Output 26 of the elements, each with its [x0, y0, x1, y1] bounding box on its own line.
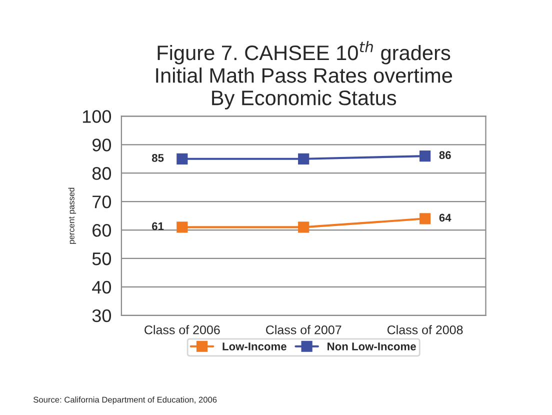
data-label: 64: [439, 214, 452, 222]
point: [176, 222, 188, 233]
point: [176, 153, 188, 164]
x-tick-label: Class of 2006: [144, 325, 220, 334]
x-tick-label: Class of 2007: [266, 325, 342, 334]
point: [298, 222, 310, 233]
y-tick-label: 70: [92, 196, 112, 208]
data-label: 61: [152, 222, 164, 230]
point: [298, 153, 310, 164]
y-tick-label: 90: [92, 138, 112, 152]
legend-label: Low-Income: [222, 342, 286, 350]
legend-label: Non Low-Income: [328, 342, 416, 350]
x-tick-label: Class of 2008: [387, 325, 463, 334]
y-tick-label: 30: [92, 309, 112, 322]
point: [419, 213, 431, 224]
data-label: 85: [152, 154, 164, 162]
point: [419, 150, 431, 162]
y-tick-label: 50: [92, 252, 112, 266]
y-axis-title: percent passed: [68, 188, 76, 244]
data-label: 86: [439, 151, 451, 160]
y-tick-label: 60: [92, 224, 112, 237]
y-tick-label: 40: [92, 280, 112, 294]
source-note: Source: California Department of Education, 2006: [34, 396, 217, 404]
chart-title: Figure 7. CAHSEE 10$^{th}$ graders Initial Math Pass Rates overtime By Economic Status: [156, 40, 452, 110]
y-tick-label: 100: [82, 110, 112, 123]
y-tick-label: 80: [92, 167, 112, 180]
